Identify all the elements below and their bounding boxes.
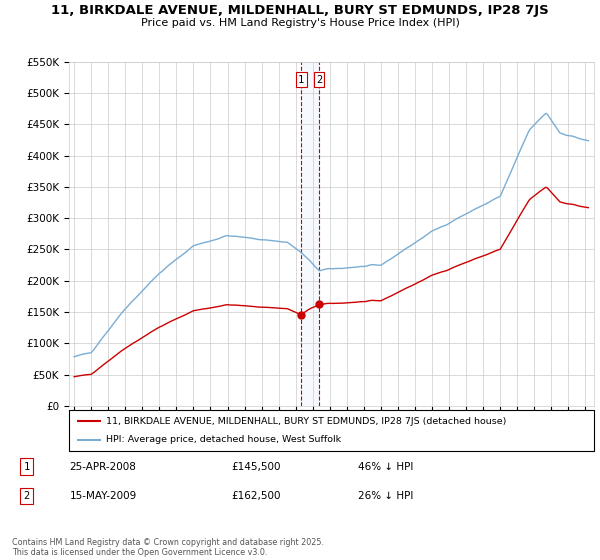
Text: 46% ↓ HPI: 46% ↓ HPI: [358, 461, 413, 472]
Text: 11, BIRKDALE AVENUE, MILDENHALL, BURY ST EDMUNDS, IP28 7JS (detached house): 11, BIRKDALE AVENUE, MILDENHALL, BURY ST…: [106, 417, 506, 426]
Text: £145,500: £145,500: [231, 461, 280, 472]
Text: 1: 1: [298, 74, 304, 85]
Text: 15-MAY-2009: 15-MAY-2009: [70, 491, 137, 501]
FancyBboxPatch shape: [69, 410, 594, 451]
Text: 11, BIRKDALE AVENUE, MILDENHALL, BURY ST EDMUNDS, IP28 7JS: 11, BIRKDALE AVENUE, MILDENHALL, BURY ST…: [51, 4, 549, 17]
Text: Contains HM Land Registry data © Crown copyright and database right 2025.
This d: Contains HM Land Registry data © Crown c…: [12, 538, 324, 557]
Text: 1: 1: [23, 461, 29, 472]
Text: £162,500: £162,500: [231, 491, 280, 501]
Bar: [301, 62, 319, 406]
Text: 25-APR-2008: 25-APR-2008: [70, 461, 136, 472]
Text: 2: 2: [316, 74, 322, 85]
Text: 26% ↓ HPI: 26% ↓ HPI: [358, 491, 413, 501]
Text: 2: 2: [23, 491, 29, 501]
Text: HPI: Average price, detached house, West Suffolk: HPI: Average price, detached house, West…: [106, 436, 341, 445]
Text: Price paid vs. HM Land Registry's House Price Index (HPI): Price paid vs. HM Land Registry's House …: [140, 18, 460, 28]
